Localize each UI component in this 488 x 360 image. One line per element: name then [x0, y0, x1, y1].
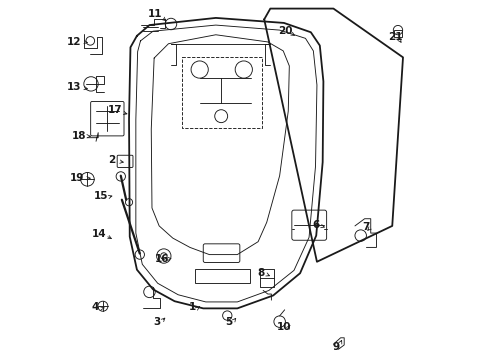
- Text: 20: 20: [278, 26, 292, 36]
- Text: 6: 6: [312, 220, 319, 230]
- Text: 11: 11: [147, 9, 162, 19]
- Text: 14: 14: [92, 229, 106, 239]
- Text: 3: 3: [153, 317, 160, 327]
- Text: 15: 15: [94, 191, 108, 201]
- Text: 18: 18: [71, 131, 86, 141]
- Text: 12: 12: [67, 37, 81, 47]
- Text: 5: 5: [224, 317, 231, 327]
- Text: 1: 1: [188, 302, 196, 312]
- Text: 21: 21: [387, 32, 402, 41]
- Text: 9: 9: [332, 342, 339, 352]
- Bar: [394, 30, 401, 37]
- Text: 13: 13: [67, 82, 81, 92]
- Text: 19: 19: [69, 173, 83, 183]
- Bar: [195, 269, 249, 283]
- Text: 17: 17: [108, 105, 122, 115]
- Text: 7: 7: [362, 222, 369, 231]
- Text: 4: 4: [92, 302, 99, 312]
- Text: 2: 2: [108, 155, 115, 165]
- Text: 16: 16: [155, 254, 169, 264]
- Text: 8: 8: [257, 268, 264, 278]
- Text: 10: 10: [276, 322, 290, 332]
